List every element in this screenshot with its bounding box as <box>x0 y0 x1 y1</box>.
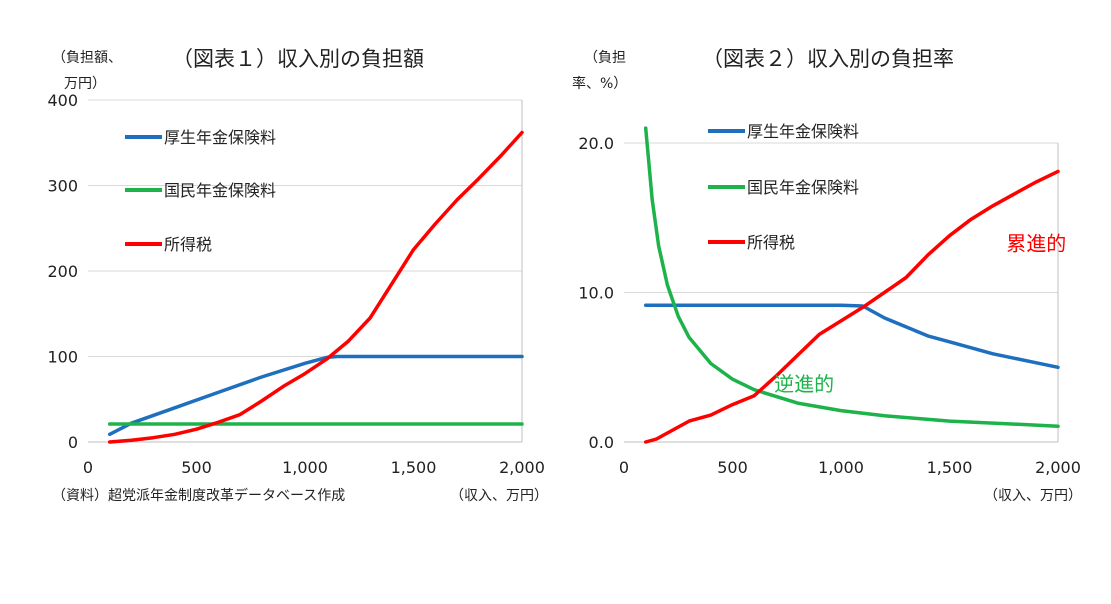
chart-2-y-tick-labels: 0.0 10.0 20.0 <box>578 134 614 452</box>
chart-1-axes <box>88 100 523 443</box>
chart-2-x-tick-labels: 0 500 1,000 1,500 2,000 <box>619 458 1081 477</box>
x-tick-label: 1,500 <box>927 458 973 477</box>
y-tick-label: 0.0 <box>589 433 614 452</box>
series-line-shotoku <box>643 169 1060 444</box>
y-tick-label: 20.0 <box>578 134 614 153</box>
chart-2: （負担 率、%） （図表２）収入別の負担率 0.0 10.0 20.0 0 500 1,… <box>572 47 1082 504</box>
series-line-kosei <box>643 303 1060 370</box>
chart-1-y-tick-labels: 0 100 200 300 400 <box>47 91 78 452</box>
chart-1: （負担額、 万円） （図表１）収入別の負担額 0 100 200 300 400 0 50… <box>47 47 548 504</box>
y-tick-label: 200 <box>47 262 78 281</box>
x-tick-label: 1,000 <box>818 458 864 477</box>
x-tick-label: 0 <box>619 458 629 477</box>
chart-2-xlabel: （収入、万円） <box>984 488 1082 504</box>
x-tick-label: 0 <box>83 458 93 477</box>
chart-1-x-tick-labels: 0 500 1,000 1,500 2,000 <box>83 458 545 477</box>
x-tick-label: 2,000 <box>499 458 545 477</box>
chart-1-series <box>107 130 524 444</box>
x-tick-label: 500 <box>717 458 748 477</box>
x-tick-label: 500 <box>181 458 212 477</box>
legend-label: 所得税 <box>747 233 795 252</box>
annotation-label: 累進的 <box>1006 232 1066 256</box>
chart-1-xlabel: （収入、万円） <box>450 488 548 504</box>
annotation-label: 逆進的 <box>774 372 834 396</box>
source-note: （資料）超党派年金制度改革データベース作成 <box>52 487 345 504</box>
chart-2-gridlines <box>624 142 1058 293</box>
x-tick-label: 1,000 <box>282 458 328 477</box>
y-tick-label: 0 <box>68 433 78 452</box>
legend-label: 国民年金保険料 <box>164 181 276 200</box>
chart-2-ylabel-line2: 率、%） <box>572 75 627 92</box>
x-tick-label: 1,500 <box>391 458 437 477</box>
legend-label: 厚生年金保険料 <box>164 128 276 147</box>
legend-label: 国民年金保険料 <box>747 178 859 197</box>
series-line-shotoku <box>107 130 524 444</box>
chart-2-series <box>643 126 1060 444</box>
chart-1-title: （図表１）収入別の負担額 <box>172 47 424 71</box>
y-tick-label: 10.0 <box>578 284 614 303</box>
x-tick-label: 2,000 <box>1035 458 1081 477</box>
series-line-kokumin <box>643 126 1060 429</box>
series-line-kosei <box>107 354 524 437</box>
y-tick-label: 300 <box>47 177 78 196</box>
chart-2-title: （図表２）収入別の負担率 <box>702 47 954 71</box>
chart-2-ylabel-line1: （負担 <box>584 50 626 66</box>
y-tick-label: 100 <box>47 348 78 367</box>
chart-1-ylabel-line1: （負担額、 <box>52 50 122 66</box>
chart-1-ylabel-line2: 万円） <box>64 76 106 92</box>
y-tick-label: 400 <box>47 91 78 110</box>
legend-label: 所得税 <box>164 235 212 254</box>
chart-2-axes <box>624 143 1059 443</box>
legend-label: 厚生年金保険料 <box>747 122 859 141</box>
